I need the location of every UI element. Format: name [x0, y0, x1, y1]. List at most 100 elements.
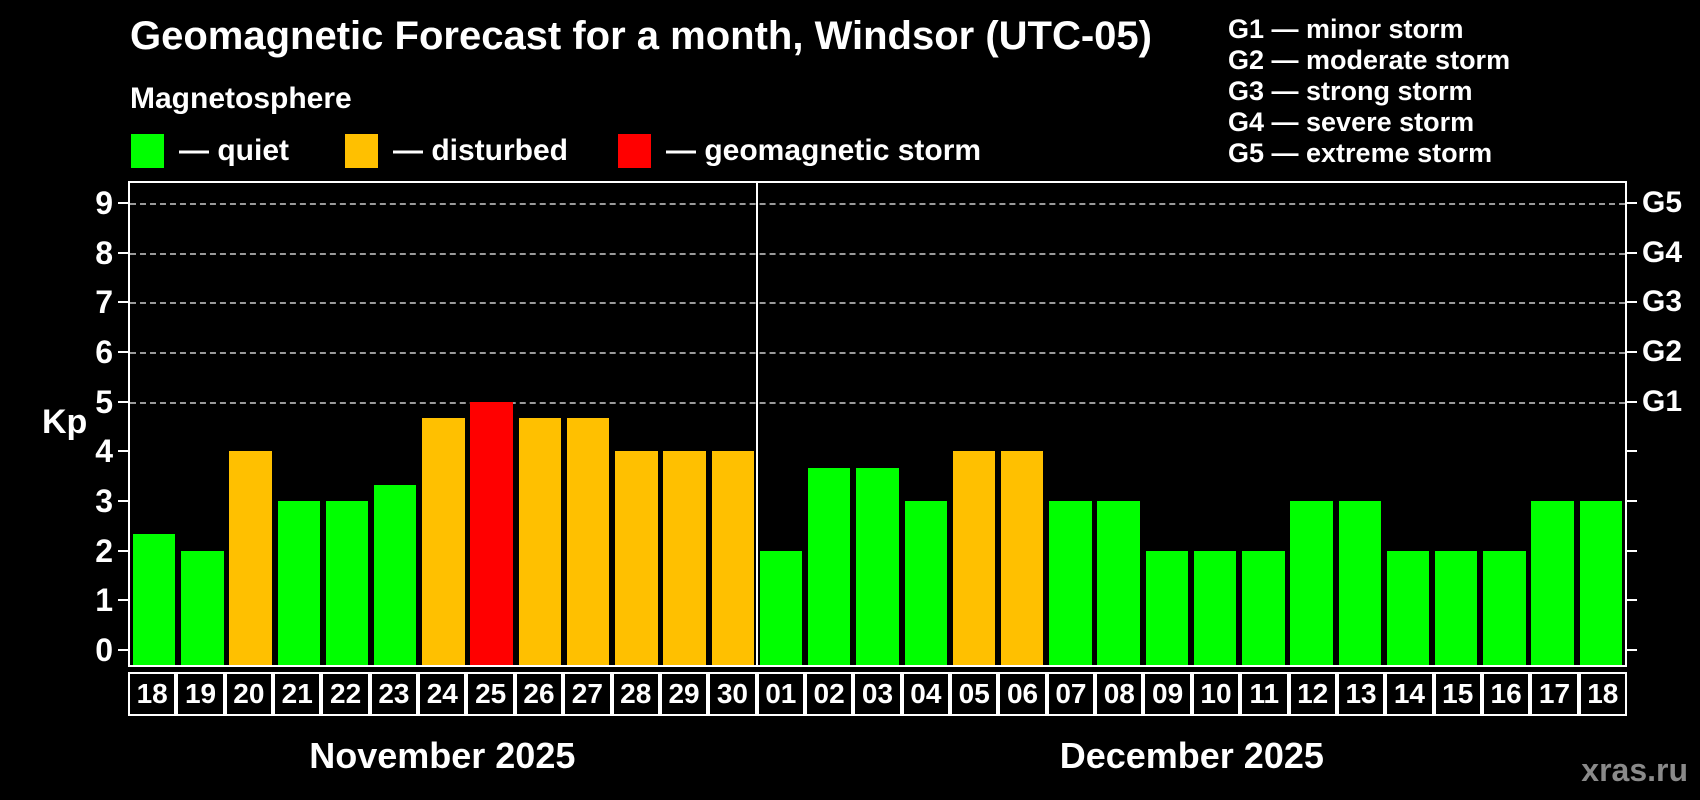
- day-label-cell: 16: [1481, 672, 1531, 716]
- day-label-cell: 29: [659, 672, 709, 716]
- plot-area: 0 1 2 3 4 5 6 7 8 9 G1 G2 G3 G4 G5: [95, 181, 1682, 667]
- kp-bar-day-10: [1193, 550, 1237, 665]
- magnetosphere-subtitle: Magnetosphere: [130, 82, 352, 115]
- kp-bar-day-09: [1145, 550, 1189, 665]
- y-axis-tick-left: [118, 350, 128, 353]
- y-axis-tick-right: [1627, 450, 1637, 453]
- day-label-cell: 24: [418, 672, 467, 716]
- kp-bar-day-25: [470, 401, 513, 665]
- legend-item-quiet: — quiet: [131, 133, 289, 169]
- legend-label-storm: — geomagnetic storm: [666, 134, 982, 167]
- kp-bar-day-30: [711, 451, 755, 665]
- kp-bar-day-02: [808, 467, 851, 665]
- day-label-cell: 04: [901, 672, 951, 716]
- day-label-cell: 21: [273, 672, 322, 716]
- storm-scale-line-5: G5 — extreme storm: [1228, 138, 1493, 168]
- g-scale-axis-label-G1: G1: [1642, 384, 1683, 418]
- gridline-kp7: [130, 302, 1625, 305]
- y-axis-tick-right: [1627, 599, 1637, 602]
- kp-bar-day-06: [1000, 451, 1044, 665]
- y-axis-tick-right: [1627, 350, 1637, 353]
- g-scale-axis-label-G3: G3: [1642, 285, 1683, 319]
- kp-bar-day-28: [615, 451, 658, 665]
- day-label-cell: 12: [1288, 672, 1337, 716]
- kp-bar-day-20: [229, 451, 272, 665]
- day-label-cell: 01: [756, 672, 805, 716]
- day-label-cell: 26: [514, 672, 564, 716]
- y-axis-tick-left: [118, 500, 128, 503]
- month-label: December 2025: [1059, 735, 1324, 776]
- y-axis-tick-label: 8: [95, 234, 113, 271]
- day-label-cell: 10: [1191, 672, 1241, 716]
- gridline-kp5: [130, 401, 1625, 404]
- y-axis-tick-left: [118, 450, 128, 453]
- kp-bar-day-22: [325, 501, 369, 665]
- day-label-cell: 18: [128, 672, 177, 716]
- kp-bar-day-11: [1242, 550, 1285, 665]
- page-title: Geomagnetic Forecast for a month, Windso…: [130, 14, 1152, 58]
- kp-bar-day-05: [952, 451, 996, 665]
- day-label-cell: 05: [950, 672, 999, 716]
- y-axis-tick-left: [118, 400, 128, 403]
- kp-bar-day-16: [1483, 550, 1526, 665]
- y-axis-tick-label: 3: [95, 483, 113, 520]
- kp-bar-day-07: [1049, 501, 1092, 665]
- storm-scale-line-3: G3 — strong storm: [1228, 76, 1473, 106]
- kp-bar-day-26: [518, 418, 562, 665]
- legend-label-disturbed: — disturbed: [393, 134, 569, 167]
- kp-bar-day-13: [1338, 501, 1381, 665]
- gridline-kp6: [130, 351, 1625, 354]
- gridline-kp9: [130, 202, 1625, 205]
- legend-item-storm: — geomagnetic storm: [618, 133, 981, 169]
- kp-bar-day-03: [856, 467, 899, 665]
- kp-bar-day-01: [759, 550, 803, 665]
- kp-bar-day-08: [1097, 501, 1140, 665]
- kp-bar-day-29: [663, 451, 706, 665]
- kp-bar-day-19: [181, 550, 224, 665]
- day-label-cell: 15: [1433, 672, 1482, 716]
- storm-scale-legend: G1 — minor storm G2 — moderate storm G3 — …: [1228, 14, 1510, 169]
- day-label-cell: 17: [1530, 672, 1579, 716]
- legend-swatch-disturbed-icon: [345, 134, 378, 168]
- day-label-cell: 18: [1578, 672, 1627, 716]
- kp-bar-day-04: [904, 501, 947, 665]
- y-axis-tick-label: 6: [95, 333, 113, 370]
- y-axis-tick-label: 5: [95, 383, 113, 420]
- day-label-cell: 11: [1240, 672, 1289, 716]
- day-label-cell: 27: [563, 672, 612, 716]
- y-axis-tick-label: 7: [95, 284, 113, 321]
- day-label-cell: 25: [466, 672, 515, 716]
- kp-bar-day-21: [277, 501, 320, 665]
- day-label-cell: 03: [853, 672, 902, 716]
- day-label-cell: 30: [708, 672, 757, 716]
- legend-item-disturbed: — disturbed: [345, 133, 568, 169]
- kp-bar-day-18: [132, 534, 176, 665]
- day-label-cell: 02: [804, 672, 854, 716]
- y-axis-tick-left: [118, 599, 128, 602]
- day-label-cell: 19: [176, 672, 225, 716]
- y-axis-tick-left: [118, 649, 128, 652]
- day-label-cell: 22: [321, 672, 370, 716]
- storm-scale-line-1: G1 — minor storm: [1228, 14, 1464, 44]
- day-label-cell: 13: [1336, 672, 1386, 716]
- y-axis-tick-left: [118, 251, 128, 254]
- y-axis-tick-right: [1627, 201, 1637, 204]
- g-scale-axis-label-G5: G5: [1642, 185, 1683, 219]
- y-axis-tick-right: [1627, 301, 1637, 304]
- y-axis-tick-right: [1627, 500, 1637, 503]
- month-divider-line: [755, 183, 758, 665]
- month-label-row: November 2025 December 2025: [128, 738, 1627, 778]
- storm-scale-line-2: G2 — moderate storm: [1228, 45, 1511, 75]
- kp-bar-day-17: [1531, 501, 1574, 665]
- day-label-cell: 28: [611, 672, 660, 716]
- kp-bar-day-12: [1290, 501, 1333, 665]
- y-axis-title: Kp: [42, 403, 88, 441]
- day-label-cell: 06: [998, 672, 1047, 716]
- kp-bar-day-18: [1579, 501, 1623, 665]
- day-label-cell: 14: [1385, 672, 1434, 716]
- y-axis-tick-label: 9: [95, 184, 113, 221]
- kp-bar-day-15: [1434, 550, 1478, 665]
- kp-bar-day-27: [566, 418, 610, 665]
- y-axis-tick-right: [1627, 549, 1637, 552]
